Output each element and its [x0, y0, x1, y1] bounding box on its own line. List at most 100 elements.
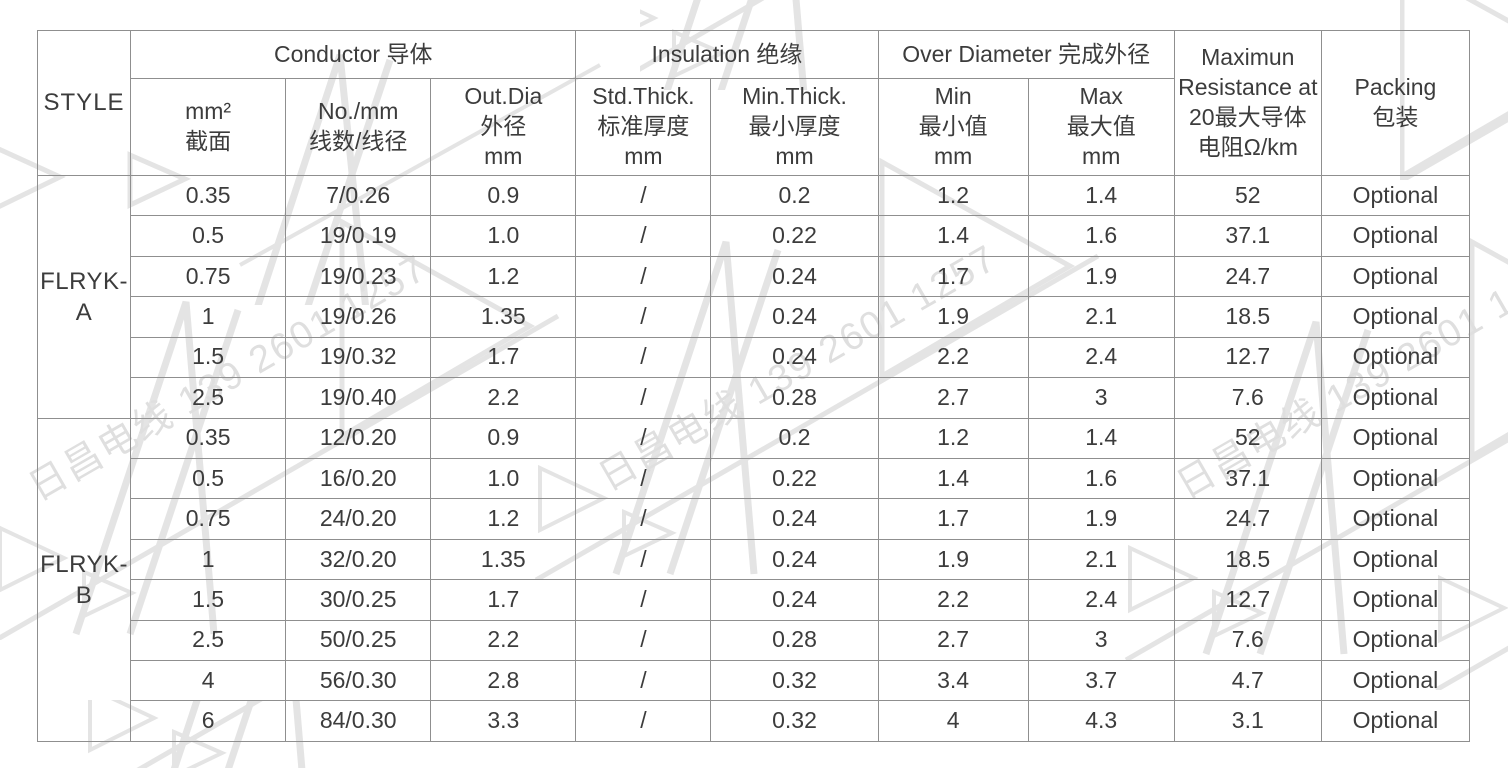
table-cell: 0.24 [710, 579, 879, 621]
table-body: FLRYK-A 0.35 7/0.26 0.9/0.2 1.2 1.4 52 Optional… [36, 174, 1471, 743]
table-cell: / [575, 457, 712, 500]
style-cell: FLRYK-B [36, 417, 132, 743]
style-column-header: STYLE [36, 30, 132, 176]
table-cell: 0.24 [710, 336, 879, 379]
table-cell: 2.1 [1027, 296, 1175, 338]
table-cell: 0.2 [710, 417, 879, 459]
table-row: FLRYK-B 0.35 12/0.20 0.9/0.2 1.2 1.4 52 Optiona… [36, 417, 1471, 743]
table-cell: 12.7 [1173, 336, 1322, 379]
table-cell: 0.22 [710, 215, 879, 257]
table-row: 1 19/0.26 1.35/0.24 1.9 2.1 18.5 Optional [38, 296, 1471, 338]
table-cell: 2.2 [430, 619, 577, 662]
subheader-out-dia: Out.Dia 外径 mm [430, 78, 577, 176]
table-cell: 0.22 [710, 457, 879, 500]
subheader-std-thickness: Std.Thick. 标准厚度 mm [575, 78, 712, 176]
table-cell: 2.2 [430, 377, 577, 419]
style-cell: FLRYK-A [36, 175, 132, 419]
table-cell: 1.7 [877, 255, 1029, 298]
table-header: STYLE Conductor 导体 Insulation 绝缘 Over Di… [36, 30, 1471, 176]
table-cell: 7.6 [1173, 619, 1322, 662]
table-cell: 7/0.26 [285, 174, 432, 217]
table-cell: Optional [1320, 377, 1471, 419]
table-cell: 4.7 [1173, 660, 1322, 702]
table-cell: Optional [1320, 579, 1471, 621]
table-row: 4 56/0.30 2.8/0.32 3.4 3.7 4.7 Optional [38, 660, 1471, 702]
table-cell: 12/0.20 [285, 417, 432, 459]
table-cell: / [575, 619, 712, 662]
table-cell: 1.4 [877, 457, 1029, 500]
table-cell: 56/0.30 [285, 660, 432, 702]
table-cell: 0.9 [430, 417, 577, 459]
table-cell: 0.2 [710, 174, 879, 217]
table-cell: 19/0.32 [285, 336, 432, 379]
table-cell: 16/0.20 [285, 457, 432, 500]
table-cell: 0.24 [710, 538, 879, 581]
table-cell: 1.9 [1027, 255, 1175, 298]
table-row: 0.5 16/0.20 1.0/0.22 1.4 1.6 37.1 Optional [38, 457, 1471, 500]
table-cell: 3.4 [877, 660, 1029, 702]
table-row: 0.75 19/0.23 1.2/0.24 1.7 1.9 24.7 Optional [38, 255, 1471, 298]
table-cell: 1.0 [430, 215, 577, 257]
table-cell: 32/0.20 [285, 538, 432, 581]
table-cell: Optional [1320, 538, 1471, 581]
table-cell: / [575, 700, 712, 742]
subheader-min-thickness: Min.Thick. 最小厚度 mm [710, 78, 879, 176]
table-row: 0.5 19/0.19 1.0/0.22 1.4 1.6 37.1 Optional [38, 215, 1471, 257]
table-cell: 2.4 [1027, 336, 1175, 379]
table-cell: 1.9 [1027, 498, 1175, 540]
table-cell: Optional [1320, 215, 1471, 257]
table-cell: 12.7 [1173, 579, 1322, 621]
table-cell: 0.24 [710, 498, 879, 540]
table-cell: 0.9 [430, 174, 577, 217]
table-cell: Optional [1320, 660, 1471, 702]
table-cell: 0.24 [710, 255, 879, 298]
table-cell: 37.1 [1173, 215, 1322, 257]
table-cell: 2.5 [130, 377, 287, 419]
resistance-column-header: Maximun Resistance at 20最大导体 电阻Ω/km [1173, 30, 1322, 176]
table-cell: 3 [1027, 377, 1175, 419]
table-cell: 2.7 [877, 619, 1029, 662]
table-cell: 6 [130, 700, 287, 742]
table-cell: 30/0.25 [285, 579, 432, 621]
table-cell: 52 [1173, 174, 1322, 217]
table-cell: 1.7 [430, 336, 577, 379]
table-cell: 0.24 [710, 296, 879, 338]
table-cell: 50/0.25 [285, 619, 432, 662]
table-cell: 2.8 [430, 660, 577, 702]
table-cell: 3 [1027, 619, 1175, 662]
table-cell: / [575, 498, 712, 540]
table-cell: Optional [1320, 296, 1471, 338]
packing-column-header: Packing 包装 [1320, 30, 1471, 176]
table-row: 2.5 19/0.40 2.2/0.28 2.7 3 7.6 Optional [38, 377, 1471, 419]
table-cell: 1.7 [877, 498, 1029, 540]
table-cell: 1.35 [430, 538, 577, 581]
table-row: 1.5 19/0.32 1.7/0.24 2.2 2.4 12.7 Optional [38, 336, 1471, 379]
subheader-section-area: mm² 截面 [130, 78, 287, 176]
table-cell: 1.4 [1027, 417, 1175, 459]
table-cell: Optional [1320, 457, 1471, 500]
table-cell: 19/0.19 [285, 215, 432, 257]
table-cell: Optional [1320, 174, 1471, 217]
table-cell: 0.28 [710, 619, 879, 662]
table-row: 1.5 30/0.25 1.7/0.24 2.2 2.4 12.7 Optional [38, 579, 1471, 621]
table-cell: 24.7 [1173, 498, 1322, 540]
table-cell: 2.7 [877, 377, 1029, 419]
table-cell: 4.3 [1027, 700, 1175, 742]
insulation-group-header: Insulation 绝缘 [575, 30, 879, 79]
table-cell: 19/0.26 [285, 296, 432, 338]
table-cell: 18.5 [1173, 538, 1322, 581]
table-cell: / [575, 215, 712, 257]
table-cell: / [575, 660, 712, 702]
subheader-strand-count: No./mm 线数/线径 [285, 78, 432, 176]
table-cell: 1.2 [877, 417, 1029, 459]
table-row: FLRYK-A 0.35 7/0.26 0.9/0.2 1.2 1.4 52 Optional [36, 174, 1471, 419]
table-cell: 0.32 [710, 700, 879, 742]
table-cell: 1.0 [430, 457, 577, 500]
table-cell: / [575, 336, 712, 379]
table-cell: 3.3 [430, 700, 577, 742]
table-cell: 4 [877, 700, 1029, 742]
table-cell: 24.7 [1173, 255, 1322, 298]
table-cell: 0.5 [130, 215, 287, 257]
table-cell: 1.5 [130, 336, 287, 379]
table-cell: 1.4 [877, 215, 1029, 257]
